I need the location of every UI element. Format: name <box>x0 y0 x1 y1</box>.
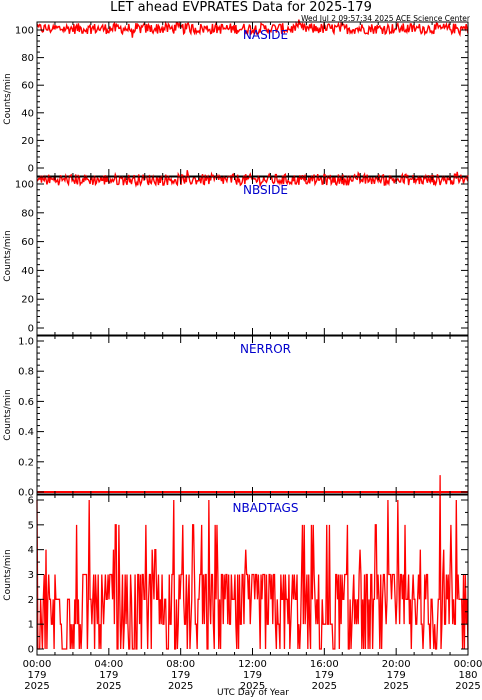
y-tick-label: 80 <box>21 208 34 219</box>
y-tick-label: 3 <box>28 570 34 581</box>
x-tick-label-year: 2025 <box>96 681 121 692</box>
x-tick-label-time: 04:00 <box>94 659 123 670</box>
x-tick-label-time: 08:00 <box>166 659 195 670</box>
y-tick-label: 40 <box>21 266 34 277</box>
x-tick-label-time: 12:00 <box>238 659 267 670</box>
panel-label: NBADTAGS <box>233 501 299 515</box>
x-tick-label-year: 2025 <box>168 681 193 692</box>
y-tick-label: 0.2 <box>18 457 34 468</box>
x-tick-label-doy: 179 <box>171 670 190 681</box>
panel-label: NASIDE <box>243 28 288 42</box>
y-tick-label: 5 <box>28 520 34 531</box>
panel-frame <box>36 176 469 336</box>
y-tick-label: 0.4 <box>18 427 34 438</box>
x-tick-label-year: 2025 <box>455 681 480 692</box>
y-axis-label: Counts/min <box>3 389 13 440</box>
x-tick-label-doy: 179 <box>315 670 334 681</box>
x-tick-label-time: 16:00 <box>310 659 339 670</box>
y-tick-label: 4 <box>28 545 34 556</box>
x-tick-labels: 00:00179202504:00179202508:00179202512:0… <box>23 659 482 692</box>
y-tick-label: 0.0 <box>18 488 34 499</box>
figure-title: LET ahead EVPRATES Data for 2025-179 <box>110 0 372 15</box>
y-axis-label: Counts/min <box>3 230 13 281</box>
y-tick-label: 60 <box>21 237 34 248</box>
x-tick-label-time: 00:00 <box>23 659 52 670</box>
x-tick-label-time: 20:00 <box>382 659 411 670</box>
y-tick-label: 0 <box>28 164 34 175</box>
x-tick-label-doy: 179 <box>387 670 406 681</box>
x-tick-label-doy: 179 <box>243 670 262 681</box>
y-tick-label: 40 <box>21 108 34 119</box>
panel-nerror: 0.0 0.2 0.4 0.6 0.8 1.0 NERROR Counts/min <box>3 335 469 499</box>
x-tick-label-year: 2025 <box>240 681 265 692</box>
x-tick-label-doy: 179 <box>99 670 118 681</box>
x-tick-label-year: 2025 <box>24 681 49 692</box>
panel-nbside: 0 20 40 60 80 100 NBSIDE Counts/min <box>3 170 469 336</box>
y-tick-label: 100 <box>15 180 34 191</box>
y-tick-label: 0.6 <box>18 397 34 408</box>
panel-nbadtags: 0 1 2 3 4 5 6 NBADTAGS Counts/min <box>3 475 469 656</box>
y-tick-label: 0 <box>28 645 34 656</box>
x-tick-label-doy: 179 <box>27 670 46 681</box>
y-tick-label: 6 <box>28 496 34 507</box>
y-tick-label: 20 <box>21 295 34 306</box>
x-axis-label: UTC Day of Year <box>217 688 289 698</box>
y-tick-label: 2 <box>28 595 34 606</box>
y-tick-label: 0.8 <box>18 367 34 378</box>
panel-frame <box>36 335 469 495</box>
x-tick-label-year: 2025 <box>383 681 408 692</box>
y-tick-label: 20 <box>21 136 34 147</box>
y-tick-label: 1 <box>28 620 34 631</box>
y-tick-label: 0 <box>28 324 34 335</box>
x-tick-label-year: 2025 <box>312 681 337 692</box>
series-line <box>36 475 469 650</box>
y-axis-label: Counts/min <box>3 73 13 124</box>
y-tick-label: 1.0 <box>18 337 34 348</box>
x-tick-label-time: 00:00 <box>454 659 482 670</box>
y-tick-label: 60 <box>21 81 34 92</box>
panel-label: NBSIDE <box>243 183 288 197</box>
panel-frame <box>36 21 469 177</box>
x-tick-label-doy: 180 <box>458 670 477 681</box>
credit-text: Wed Jul 2 09:57:34 2025 ACE Science Cent… <box>301 14 471 23</box>
panel-label: NERROR <box>240 342 291 356</box>
y-tick-label: 80 <box>21 53 34 64</box>
y-axis-label: Counts/min <box>3 549 13 600</box>
y-tick-label: 100 <box>15 26 34 37</box>
panel-naside: 0 20 40 60 80 100 NASIDE Counts/min <box>3 19 469 177</box>
